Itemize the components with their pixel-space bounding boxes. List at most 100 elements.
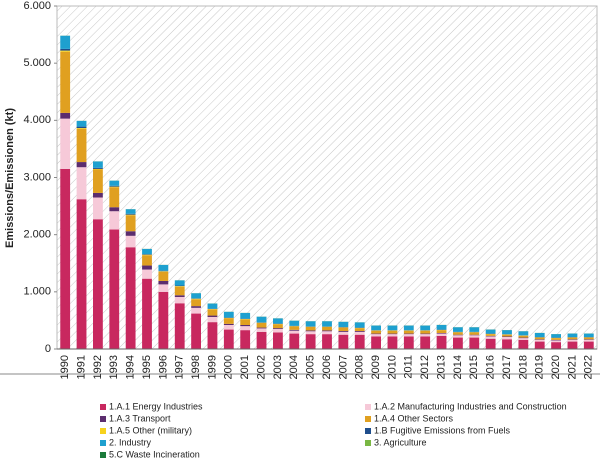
bar-segment xyxy=(223,311,234,318)
bar-segment xyxy=(534,339,545,340)
y-tick-label: 6.000 xyxy=(23,0,51,12)
bar-segment xyxy=(322,331,332,335)
y-tick-label: 0 xyxy=(45,343,51,355)
bar-segment xyxy=(60,112,71,119)
bar-segment xyxy=(453,327,463,332)
legend-label: 1.A.1 Energy Industries xyxy=(109,401,203,411)
legend-swatch xyxy=(100,440,106,446)
bar-segment xyxy=(125,231,136,236)
x-tick-label: 2021 xyxy=(566,355,578,379)
x-tick-label: 2009 xyxy=(370,355,382,379)
y-axis-label: Emissions/Emissionen (kt) xyxy=(4,108,16,248)
bar-segment xyxy=(191,293,201,299)
bar-segment xyxy=(93,167,103,169)
bar-segment xyxy=(534,337,545,340)
bar-segment xyxy=(518,338,529,340)
bar-segment xyxy=(551,339,561,341)
bar-segment xyxy=(583,339,594,342)
bar-segment xyxy=(436,335,447,349)
bar-segment xyxy=(109,187,120,208)
bar-segment xyxy=(551,340,561,343)
bar-segment xyxy=(387,334,398,337)
bar-segment xyxy=(567,339,578,342)
legend-label: 1.A.5 Other (military) xyxy=(109,425,192,435)
bar-segment xyxy=(125,214,136,216)
bar-segment xyxy=(354,322,365,328)
bar-segment xyxy=(109,186,120,188)
bar-segment xyxy=(240,324,251,327)
bar-segment xyxy=(518,337,529,339)
bar-segment xyxy=(551,334,561,338)
bar-segment xyxy=(289,329,300,331)
bar-segment xyxy=(583,341,594,349)
legend-label: 2. Industry xyxy=(109,437,152,447)
x-tick-label: 2008 xyxy=(354,355,366,379)
bar-segment xyxy=(60,51,71,113)
bar-segment xyxy=(142,248,152,255)
bar-segment xyxy=(567,337,578,340)
bar-segment xyxy=(453,335,463,338)
legend-label: 1.A.4 Other Sectors xyxy=(374,413,454,423)
bar-segment xyxy=(403,334,414,337)
bar-segment xyxy=(142,255,152,266)
bar-segment xyxy=(420,330,431,334)
bar-segment xyxy=(485,329,496,334)
bar-segment xyxy=(223,324,234,330)
bar-segment xyxy=(158,271,169,281)
bar-segment xyxy=(469,337,480,349)
x-tick-label: 2007 xyxy=(337,355,349,379)
x-tick-label: 1998 xyxy=(190,355,202,379)
bar-segment xyxy=(567,333,578,337)
bar-segment xyxy=(420,325,431,331)
legend-swatch xyxy=(100,452,106,458)
bar-segment xyxy=(338,331,349,335)
bar-segment xyxy=(207,309,218,316)
x-tick-label: 2004 xyxy=(288,355,300,379)
bar-segment xyxy=(518,339,529,349)
bar-segment xyxy=(142,278,152,349)
bar-segment xyxy=(191,306,201,308)
bar-segment xyxy=(93,192,103,198)
bar-segment xyxy=(436,324,447,330)
bar-segment xyxy=(371,333,381,335)
bar-segment xyxy=(223,329,234,349)
x-tick-label: 1999 xyxy=(206,355,218,379)
x-tick-label: 2006 xyxy=(321,355,333,379)
bar-segment xyxy=(142,265,152,270)
bar-segment xyxy=(371,325,381,331)
bar-segment xyxy=(371,334,381,337)
bar-segment xyxy=(191,298,201,300)
bar-segment xyxy=(158,284,169,292)
bar-segment xyxy=(273,318,283,324)
bar-segment xyxy=(567,339,578,340)
legend-label: 1.B Fugitive Emissions from Fuels xyxy=(374,425,511,435)
bar-segment xyxy=(76,167,87,200)
bar-segment xyxy=(485,334,496,336)
bar-segment xyxy=(551,342,561,349)
bar-segment xyxy=(60,50,71,52)
bar-segment xyxy=(273,328,283,329)
bar-segment xyxy=(305,321,316,327)
bar-segment xyxy=(518,331,529,336)
x-tick-label: 2016 xyxy=(485,355,497,379)
x-tick-label: 1991 xyxy=(75,355,87,379)
bar-segment xyxy=(223,323,234,325)
bar-segment xyxy=(174,303,185,349)
legend-swatch xyxy=(100,428,106,434)
x-tick-label: 1993 xyxy=(108,355,120,379)
bar-segment xyxy=(436,330,447,333)
bar-segment xyxy=(485,335,496,337)
bar-segment xyxy=(518,335,529,338)
bar-segment xyxy=(305,331,316,335)
x-tick-label: 1997 xyxy=(174,355,186,379)
bar-segment xyxy=(403,325,414,331)
bar-segment xyxy=(158,264,169,271)
bar-segment xyxy=(191,299,201,307)
bar-segment xyxy=(273,332,283,349)
bar-segment xyxy=(142,269,152,279)
x-tick-label: 1996 xyxy=(157,355,169,379)
bar-segment xyxy=(158,291,169,349)
bar-segment xyxy=(502,336,512,340)
y-tick-label: 5.000 xyxy=(23,57,51,69)
legend-swatch xyxy=(365,428,371,434)
